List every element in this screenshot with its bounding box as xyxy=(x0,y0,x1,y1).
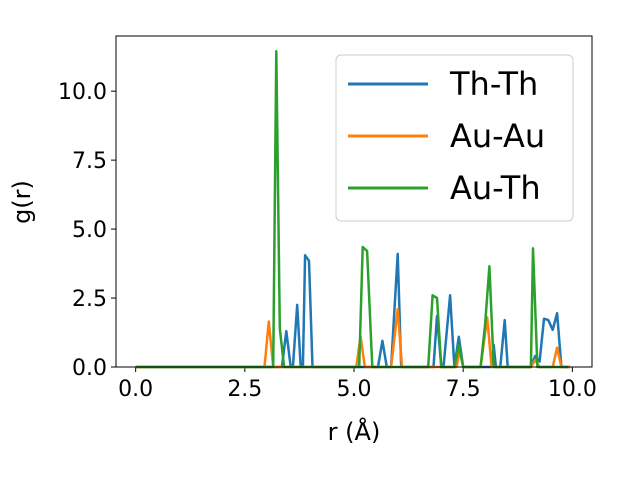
legend-label-au-au: Au-Au xyxy=(450,117,545,155)
y-axis-label: g(r) xyxy=(8,180,36,224)
x-tick-label: 10.0 xyxy=(548,377,597,402)
legend-label-th-th: Th-Th xyxy=(449,65,538,103)
legend-box xyxy=(335,54,574,222)
x-tick-label: 0.0 xyxy=(118,377,153,402)
ticks-layer: 0.0 2.5 5.0 7.5 10.0 0.0 2.5 5.0 7.5 10.0 xyxy=(58,80,597,402)
legend: Th-Th Au-Au Au-Th xyxy=(335,54,574,222)
series-line-th-th xyxy=(135,252,571,369)
y-tick-label: 2.5 xyxy=(72,287,107,312)
y-tick-label: 0.0 xyxy=(72,356,107,381)
legend-label-au-th: Au-Th xyxy=(450,169,541,207)
x-tick-label: 2.5 xyxy=(227,377,262,402)
y-tick-label: 10.0 xyxy=(58,80,107,105)
x-axis-label: r (Å) xyxy=(328,417,381,446)
x-tick-label: 7.5 xyxy=(446,377,481,402)
plot-frame xyxy=(115,35,593,368)
y-tick-label: 5.0 xyxy=(72,218,107,243)
y-tick-label: 7.5 xyxy=(72,149,107,174)
x-tick-label: 5.0 xyxy=(337,377,372,402)
